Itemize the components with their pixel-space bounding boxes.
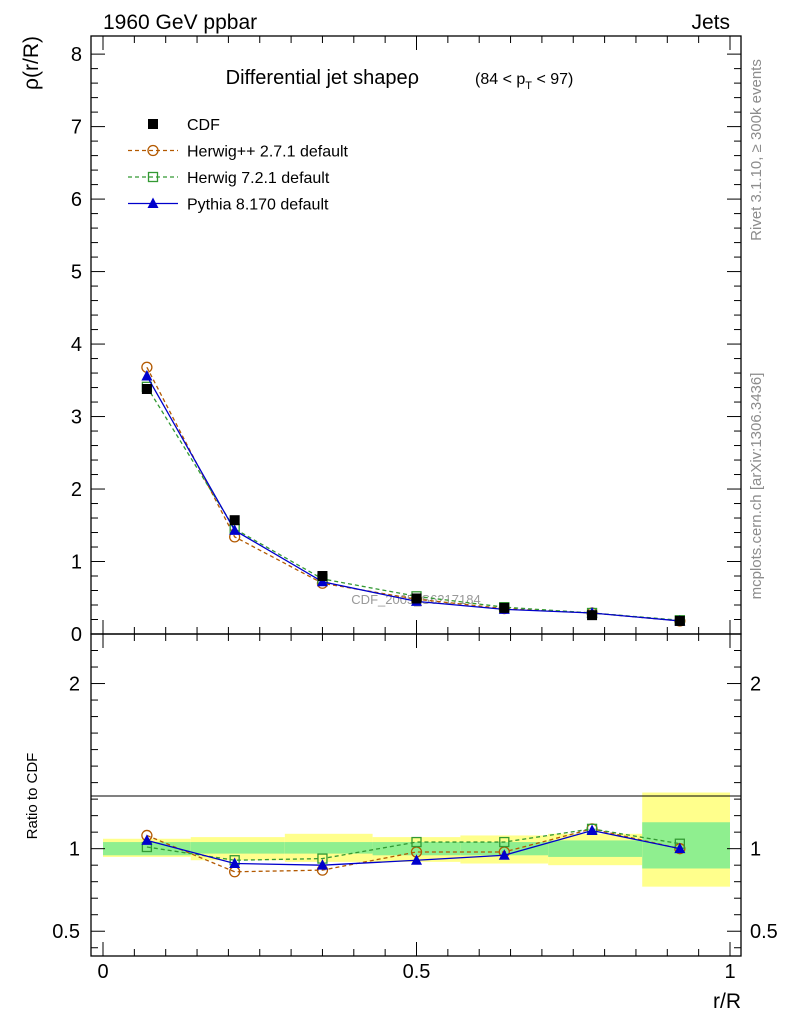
- ratio-y-tick-labels: 0.5 0.5 1 1 2 2: [52, 674, 778, 944]
- legend-entry: Pythia 8.170 default: [128, 197, 329, 214]
- main-plot-title: Differential jet shapeρ: [226, 67, 419, 89]
- series-line: [146, 375, 680, 622]
- main-y-tick-label: 4: [71, 334, 82, 356]
- ratio-point: [141, 834, 153, 845]
- ratio-point: [229, 857, 241, 869]
- title-cut-subscript: T: [525, 80, 532, 92]
- ratio-plot-panel: 0.5 0.51 12 2 0 0.5 1 Ratio to CDF r/R: [24, 633, 778, 1013]
- legend-label: Pythia 8.170 default: [187, 197, 329, 214]
- ratio-point: [411, 836, 422, 848]
- ratio-band-inner: [103, 842, 191, 856]
- ratio-series-pythia-8-170-default: [141, 824, 686, 870]
- x-axis-label: r/R: [713, 990, 741, 1013]
- x-tick-label: 1: [724, 961, 735, 983]
- main-y-axis-label: ρ(r/R): [20, 36, 43, 90]
- x-tick-labels: 0 0.5 1: [97, 961, 735, 983]
- series-pythia-8-170-default: [141, 369, 686, 626]
- mcplots-label: mcplots.cern.ch [arXiv:1306.3436]: [748, 373, 765, 600]
- legend: CDF Herwig++ 2.7.1 default Herwig 7.2.1 de…: [128, 117, 349, 214]
- ratio-point: [498, 849, 510, 860]
- data-point: [229, 524, 241, 535]
- ratio-point: [586, 824, 598, 836]
- legend-marker: [147, 144, 159, 157]
- ratio-axis-ticks: [91, 634, 741, 956]
- data-point: [587, 610, 598, 621]
- main-plot-title-cut: (84 < pT < 97): [475, 71, 573, 92]
- ratio-y-tick-label: 0.5: [52, 921, 80, 943]
- ratio-band-inner: [372, 842, 461, 856]
- ratio-point: [316, 859, 328, 870]
- legend-marker: [147, 197, 159, 208]
- legend-marker: [148, 119, 158, 129]
- main-y-tick-label: 1: [71, 552, 82, 574]
- series-line: [146, 366, 680, 622]
- series-herwig-7-2-1-default: [141, 381, 685, 626]
- data-point: [411, 593, 422, 604]
- data-point: [141, 369, 153, 381]
- title-cut-post: < 97): [532, 71, 573, 88]
- ratio-band-inner: [642, 822, 730, 869]
- data-point: [316, 575, 328, 587]
- legend-label: Herwig++ 2.7.1 default: [187, 144, 349, 161]
- main-series-group: [141, 361, 686, 627]
- data-point: [674, 615, 685, 626]
- legend-label: Herwig 7.2.1 default: [187, 170, 330, 187]
- header-category-label: Jets: [691, 11, 730, 34]
- legend-marker: [147, 171, 159, 183]
- main-y-tick-label: 2: [71, 479, 82, 501]
- ratio-y-tick-label-right: 0.5: [750, 921, 778, 943]
- data-point: [141, 384, 152, 395]
- main-y-tick-label: 5: [71, 262, 82, 284]
- ratio-point: [499, 836, 510, 848]
- ratio-y-tick-label: 1: [69, 839, 80, 861]
- ratio-series-group: [141, 823, 686, 878]
- header-energy-label: 1960 GeV ppbar: [103, 11, 257, 34]
- ratio-plot-frame: [90, 633, 742, 957]
- ratio-y-axis-label: Ratio to CDF: [24, 753, 41, 840]
- data-point: [317, 571, 328, 582]
- main-y-tick-label: 8: [71, 44, 82, 66]
- ratio-y-tick-label-right: 2: [750, 674, 761, 696]
- series-cdf: [141, 384, 685, 626]
- legend-label: CDF: [187, 117, 220, 134]
- rivet-version-label: Rivet 3.1.10, ≥ 300k events: [748, 59, 765, 241]
- x-tick-label: 0: [97, 961, 108, 983]
- main-y-tick-label: 0: [71, 624, 82, 646]
- series-herwig-2-7-1-default: [141, 361, 686, 627]
- main-y-tick-labels: 0 1 2 3 4 5 6 7 8: [71, 44, 82, 646]
- main-y-tick-label: 7: [71, 117, 82, 139]
- legend-entry: Herwig++ 2.7.1 default: [128, 144, 349, 161]
- data-point: [499, 602, 510, 613]
- ratio-band-inner: [190, 842, 285, 854]
- ratio-point: [411, 854, 422, 865]
- x-tick-label: 0.5: [403, 961, 431, 983]
- legend-entry: Herwig 7.2.1 default: [128, 170, 330, 187]
- ratio-y-tick-label: 2: [69, 674, 80, 696]
- ratio-band-inner: [284, 842, 373, 854]
- ratio-point: [674, 842, 686, 854]
- legend-entry: CDF: [148, 117, 220, 134]
- title-cut-pre: (84 < p: [475, 71, 525, 88]
- series-line: [146, 386, 680, 621]
- main-y-tick-label: 3: [71, 407, 82, 429]
- data-point: [229, 515, 240, 526]
- ratio-band-inner: [548, 840, 643, 857]
- main-axis-ticks: [91, 36, 741, 635]
- ratio-y-tick-label-right: 1: [750, 839, 761, 861]
- main-y-tick-label: 6: [71, 189, 82, 211]
